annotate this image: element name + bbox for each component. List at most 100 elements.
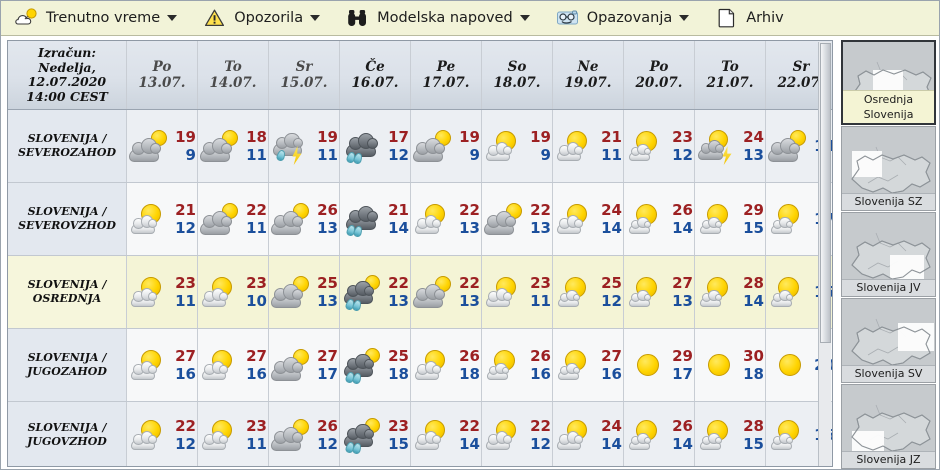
cloud-puff xyxy=(431,219,441,228)
forecast-cell[interactable]: 27 17 xyxy=(268,328,340,402)
temperature-pair: 26 16 xyxy=(530,347,551,383)
forecast-cell[interactable]: 25 13 xyxy=(268,255,340,329)
menu-item-opozorila[interactable]: Opozorila xyxy=(203,2,321,34)
vertical-scrollbar-thumb[interactable] xyxy=(820,43,831,343)
cloud-puff xyxy=(502,146,512,155)
forecast-region-label-line: SLOVENIJA / xyxy=(27,421,107,435)
forecast-cell[interactable]: 19 11 xyxy=(268,109,340,183)
forecast-cell[interactable]: 18 11 xyxy=(197,109,269,183)
forecast-region-label: SLOVENIJA / OSREDNJA xyxy=(8,255,127,329)
forecast-cell[interactable]: 19 9 xyxy=(481,109,553,183)
menu-item-arhiv[interactable]: Arhiv xyxy=(715,2,784,34)
forecast-cell[interactable]: 22 13 xyxy=(481,182,553,256)
forecast-cell[interactable]: 22 13 xyxy=(339,255,411,329)
chevron-down-icon[interactable] xyxy=(679,15,690,21)
forecast-cell[interactable]: 23 11 xyxy=(197,401,269,466)
chevron-down-icon[interactable] xyxy=(167,15,178,21)
forecast-cell[interactable]: 23 12 xyxy=(623,109,695,183)
cloud-puff xyxy=(643,147,652,156)
forecast-cell[interactable]: 30 18 xyxy=(694,328,766,402)
forecast-cell[interactable]: 23 10 xyxy=(197,255,269,329)
forecast-cell[interactable]: 27 16 xyxy=(197,328,269,402)
region-map-tile-center[interactable]: Osrednja Slovenija xyxy=(841,40,936,125)
forecast-cell[interactable]: 26 14 xyxy=(623,182,695,256)
forecast-cell[interactable]: 29 17 xyxy=(623,328,695,402)
chevron-down-icon[interactable] xyxy=(519,15,530,21)
forecast-region-row[interactable]: SLOVENIJA / OSREDNJA 23 11 23 10 25 13 22 13 22 13 2… xyxy=(8,255,832,329)
region-map-tile-sw[interactable]: Slovenija JZ xyxy=(841,384,936,469)
forecast-cell[interactable]: 27 16 xyxy=(552,328,624,402)
forecast-cell-content: 21 11 xyxy=(553,127,623,165)
forecast-cell[interactable]: 24 14 xyxy=(552,182,624,256)
sunny-icon xyxy=(625,346,669,384)
forecast-cell[interactable]: 22 13 xyxy=(410,182,482,256)
forecast-cell[interactable]: 23 11 xyxy=(126,255,198,329)
forecast-cell[interactable]: 26 13 xyxy=(268,182,340,256)
forecast-cell[interactable]: 28 14 xyxy=(694,255,766,329)
forecast-cell[interactable]: 24 13 xyxy=(694,109,766,183)
temperature-max: 26 xyxy=(317,201,338,219)
forecast-cell[interactable]: 19 9 xyxy=(410,109,482,183)
forecast-day-header-5: So 18.07. xyxy=(481,41,553,110)
forecast-cell[interactable]: 25 18 xyxy=(339,328,411,402)
region-map-tile-se[interactable]: Slovenija JV xyxy=(841,212,936,297)
forecast-cell[interactable]: 22 12 xyxy=(126,401,198,466)
forecast-cell[interactable]: 15 xyxy=(765,255,832,329)
menu-item-modelska[interactable]: Modelska napoved xyxy=(346,2,530,34)
forecast-cell[interactable]: 26 12 xyxy=(268,401,340,466)
forecast-cell[interactable]: 25 12 xyxy=(552,255,624,329)
forecast-region-row[interactable]: SLOVENIJA / SEVEROZAHOD 19 9 18 11 19 11 17 12 19 9… xyxy=(8,109,832,183)
cloud-puff xyxy=(293,137,304,149)
forecast-cell[interactable]: 23 15 xyxy=(339,401,411,466)
forecast-cell[interactable]: 17 12 xyxy=(339,109,411,183)
forecast-cell[interactable]: 28 15 xyxy=(694,401,766,466)
chevron-down-icon[interactable] xyxy=(310,15,321,21)
forecast-cell-content: 26 14 xyxy=(624,200,694,238)
forecast-cell[interactable]: 24 14 xyxy=(552,401,624,466)
cloud-puff xyxy=(714,220,723,229)
binoculars-icon xyxy=(346,7,370,29)
forecast-cell-content: 27 13 xyxy=(624,273,694,311)
forecast-cell[interactable]: 22 13 xyxy=(410,255,482,329)
region-map-tile-nw[interactable]: Slovenija SZ xyxy=(841,126,936,211)
forecast-cell[interactable]: 26 16 xyxy=(481,328,553,402)
forecast-cell[interactable]: 21 14 xyxy=(339,182,411,256)
forecast-day-header-3: Če 16.07. xyxy=(339,41,411,110)
forecast-cell[interactable]: 21 12 xyxy=(126,182,198,256)
region-map-label-line: Slovenija xyxy=(863,108,914,121)
forecast-cell[interactable]: 27 16 xyxy=(126,328,198,402)
region-map-tile-ne[interactable]: Slovenija SV xyxy=(841,298,936,383)
forecast-region-label: SLOVENIJA / JUGOVZHOD xyxy=(8,401,127,466)
forecast-day-header-8: To 21.07. xyxy=(694,41,766,110)
temperature-max: 23 xyxy=(175,274,196,292)
forecast-region-row[interactable]: SLOVENIJA / JUGOZAHOD 27 16 27 16 27 17 25 18 26 18… xyxy=(8,328,832,402)
forecast-cell[interactable]: 22 14 xyxy=(410,401,482,466)
forecast-cell[interactable]: 26 14 xyxy=(623,401,695,466)
temperature-max: 21 xyxy=(388,201,409,219)
forecast-cell[interactable]: 26 18 xyxy=(410,328,482,402)
forecast-region-row[interactable]: SLOVENIJA / SEVEROVZHOD 21 12 22 11 26 13 21 14 22… xyxy=(8,182,832,256)
menu-item-trenutno[interactable]: Trenutno vreme xyxy=(15,2,178,34)
rain-icon xyxy=(341,127,385,165)
forecast-cell[interactable]: 21 11 xyxy=(552,109,624,183)
weather-station-icon xyxy=(556,7,580,29)
forecast-cell-content: 23 10 xyxy=(198,273,268,311)
forecast-table: Izračun: Nedelja, 12.07.2020 14:00 CEST Po 1… xyxy=(8,41,832,466)
forecast-cell[interactable]: 29 15 xyxy=(694,182,766,256)
menu-item-opazovanja[interactable]: Opazovanja xyxy=(556,2,690,34)
forecast-cell[interactable]: 23 11 xyxy=(481,255,553,329)
forecast-cell[interactable]: 19 9 xyxy=(126,109,198,183)
rain-sun-icon xyxy=(341,273,385,312)
cloud-puff xyxy=(434,289,446,300)
forecast-cell[interactable]: 27 13 xyxy=(623,255,695,329)
partly-cloudy-icon xyxy=(270,273,314,311)
forecast-region-row[interactable]: SLOVENIJA / JUGOVZHOD 22 12 23 11 26 12 23 15 22 14… xyxy=(8,401,832,466)
warning-triangle-icon xyxy=(203,7,227,29)
cloud-puff xyxy=(218,292,228,301)
cloud-puff xyxy=(502,435,512,445)
cloud-puff xyxy=(147,292,157,301)
cloud-puff xyxy=(572,293,581,302)
forecast-cell[interactable]: 22 11 xyxy=(197,182,269,256)
forecast-cell[interactable]: 22 12 xyxy=(481,401,553,466)
vertical-scrollbar[interactable] xyxy=(818,42,831,466)
